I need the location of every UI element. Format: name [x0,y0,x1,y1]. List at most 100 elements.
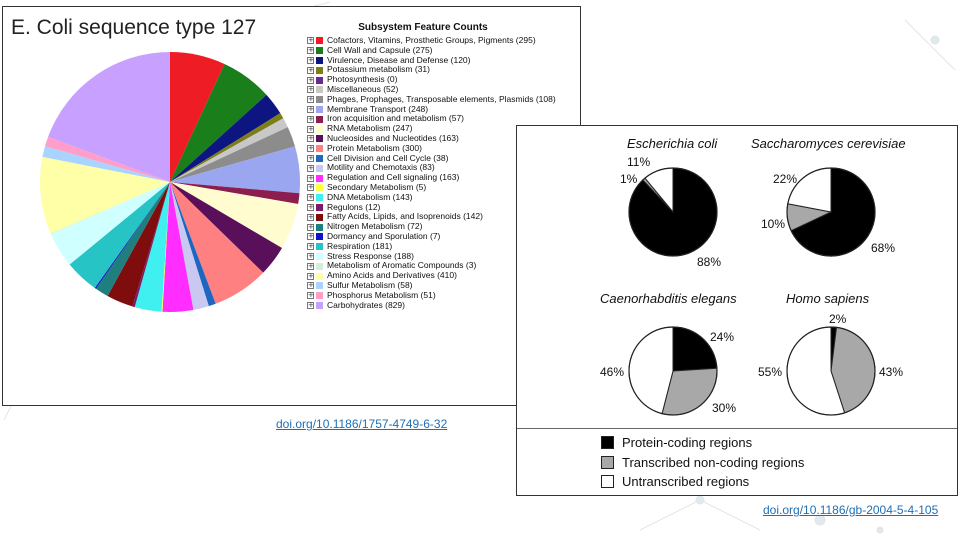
legend-entry: + Cell Division and Cell Cycle (38) [307,152,556,164]
legend-entry: + Photosynthesis (0) [307,74,556,85]
pie-slice [134,182,170,312]
legend-swatch [316,301,323,309]
expand-icon[interactable]: + [307,202,314,211]
pie-slice [45,136,170,182]
expand-icon[interactable]: + [307,242,314,251]
expand-icon[interactable]: + [307,163,314,172]
legend-label: Respiration (181) [327,240,393,251]
untranscribed-swatch [601,475,614,488]
legend-entry: + RNA Metabolism (247) [307,123,556,134]
legend-entry: + Phosphorus Metabolism (51) [307,289,556,301]
legend-swatch [316,105,323,113]
expand-icon[interactable]: + [307,114,314,123]
percent-label: 1% [620,172,638,186]
expand-icon[interactable]: + [307,144,314,153]
legend-entry: + Nitrogen Metabolism (72) [307,221,556,232]
expand-icon[interactable]: + [307,65,314,74]
legend-label: Phosphorus Metabolism (51) [327,289,436,300]
pie-slice [161,182,170,312]
legend-label: Stress Response (188) [327,250,414,261]
legend-swatch [316,292,323,300]
expand-icon[interactable]: + [307,173,314,182]
pie-slice [170,182,300,204]
pie-slice [50,182,170,265]
legend-swatch [316,145,323,153]
legend-entry: + Regulation and Cell signaling (163) [307,172,556,183]
expand-icon[interactable]: + [307,300,314,309]
pie-slice [170,182,283,273]
legend-swatch [316,135,323,143]
pie-slice [170,182,264,304]
legend-label: Metabolism of Aromatic Compounds (3) [327,260,477,271]
legend-label: Dormancy and Sporulation (7) [327,230,441,241]
legend-untranscribed: Untranscribed regions [601,474,749,489]
expand-icon[interactable]: + [307,55,314,64]
legend-label: Miscellaneous (52) [327,83,399,94]
legend-label: Nucleosides and Nucleotides (163) [327,132,459,143]
legend-entry: + Metabolism of Aromatic Compounds (3) [307,261,556,271]
pie-outline [786,167,876,257]
legend-label: Membrane Transport (248) [327,103,429,114]
legend-entry: + Dormancy and Sporulation (7) [307,230,556,242]
legend-swatch [316,115,323,123]
pie-slice [48,52,171,182]
expand-icon[interactable]: + [307,251,314,260]
percent-label: 68% [871,241,895,255]
expand-icon[interactable]: + [307,183,314,192]
expand-icon[interactable]: + [307,232,314,241]
legend-swatch [316,86,323,94]
legend-label: Amino Acids and Derivatives (410) [327,270,457,281]
expand-icon[interactable]: + [307,124,314,133]
percent-label: 55% [758,365,782,379]
percent-label: 2% [829,312,847,326]
doi-link-ecoli-st127[interactable]: doi.org/10.1186/1757-4749-6-32 [276,417,448,431]
expand-icon[interactable]: + [307,212,314,221]
percent-label: 22% [773,172,797,186]
expand-icon[interactable]: + [307,75,314,84]
legend-label: Protein-coding regions [622,435,753,450]
expand-icon[interactable]: + [307,134,314,143]
expand-icon[interactable]: + [307,291,314,300]
legend-swatch [316,262,323,270]
legend-entry: + Miscellaneous (52) [307,83,556,95]
legend-swatch [316,252,323,260]
expand-icon[interactable]: + [307,281,314,290]
legend-title: Subsystem Feature Counts [358,22,488,33]
legend-label: Sulfur Metabolism (58) [327,279,413,290]
expand-icon[interactable]: + [307,261,314,270]
legend-swatch [316,213,323,221]
expand-icon[interactable]: + [307,193,314,202]
percent-label: 88% [697,255,721,269]
organism-title: Caenorhabditis elegans [600,291,737,306]
expand-icon[interactable]: + [307,271,314,280]
pie-slice [40,156,170,234]
expand-icon[interactable]: + [307,104,314,113]
legend-entry: + Motility and Chemotaxis (83) [307,163,556,173]
expand-icon[interactable]: + [307,85,314,94]
legend-swatch [316,76,323,84]
ecoli-subsystem-panel: E. Coli sequence type 127 Subsystem Feat… [2,6,581,406]
percent-label: 46% [600,365,624,379]
legend-protein-coding: Protein-coding regions [601,435,752,450]
percent-label: 30% [712,401,736,415]
legend-label: Regulons (12) [327,201,381,212]
expand-icon[interactable]: + [307,222,314,231]
legend-entry: + Carbohydrates (829) [307,300,556,311]
legend-swatch [316,272,323,280]
legend-entry: + Sulfur Metabolism (58) [307,279,556,291]
legend-entry: + Respiration (181) [307,240,556,252]
expand-icon[interactable]: + [307,36,314,45]
legend-label: Cell Division and Cell Cycle (38) [327,152,449,163]
expand-icon[interactable]: + [307,46,314,55]
legend-entry: + Iron acquisition and metabolism (57) [307,114,556,124]
legend-entry: + Cofactors, Vitamins, Prosthetic Groups,… [307,35,556,46]
legend-swatch [316,37,323,45]
legend-label: Cofactors, Vitamins, Prosthetic Groups, … [327,35,536,45]
expand-icon[interactable]: + [307,95,314,104]
doi-link-genome-composition[interactable]: doi.org/10.1186/gb-2004-5-4-105 [763,503,939,517]
legend-swatch [316,174,323,182]
legend-swatch [316,66,323,74]
expand-icon[interactable]: + [307,153,314,162]
legend-swatch [316,184,323,192]
pie-slice [170,52,225,182]
